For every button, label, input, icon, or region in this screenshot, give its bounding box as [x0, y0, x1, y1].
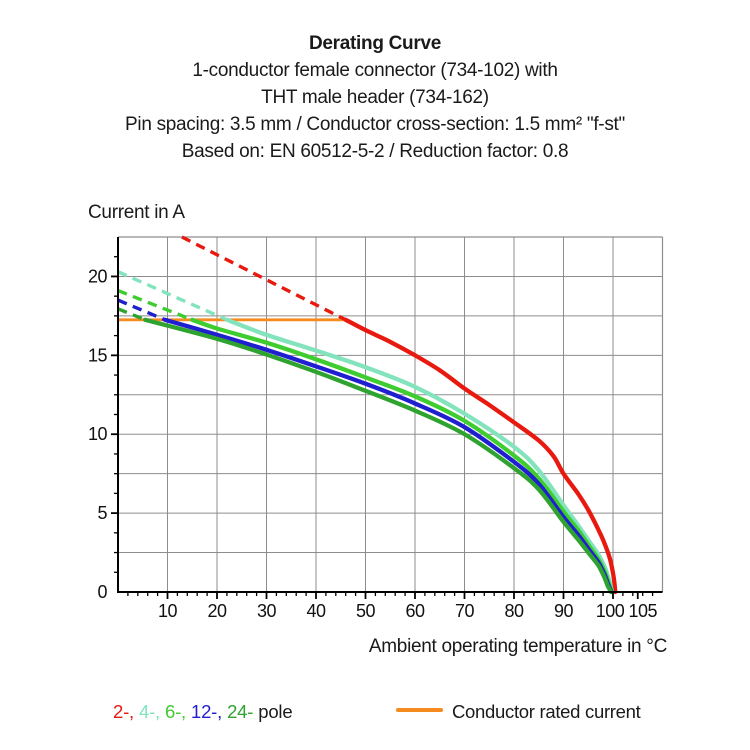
series-12-pole — [117, 298, 614, 595]
chart-subtitle-header: THT male header (734-162) — [261, 87, 489, 108]
x-tick-label-30: 30 — [257, 601, 277, 621]
chart-subtitle-standard: Based on: EN 60512-5-2 / Reduction facto… — [181, 141, 569, 162]
series-12-pole-dashed — [117, 298, 166, 322]
tick-labels: 10 20 30 40 50 60 70 80 90 100 105 0 5 10 15 20 — [88, 266, 658, 621]
rated-current-line-swatch — [396, 708, 443, 712]
x-tick-label-80: 80 — [504, 601, 524, 621]
x-tick-label-50: 50 — [356, 601, 376, 621]
tick-marks — [111, 256, 654, 599]
series-2-pole-dashed — [181, 235, 347, 322]
y-tick-label-0: 0 — [97, 582, 107, 602]
chart-title: Derating Curve — [308, 33, 441, 54]
x-tick-label-100: 100 — [596, 601, 625, 621]
series-12-pole-solid — [162, 317, 614, 595]
chart-subtitle-spec: Pin spacing: 3.5 mm / Conductor cross-se… — [125, 114, 625, 135]
y-tick-label-5: 5 — [97, 503, 107, 523]
series-24-pole-dashed — [117, 307, 146, 322]
x-axis-title: Ambient operating temperature in °C — [368, 636, 667, 657]
x-tick-label-70: 70 — [455, 601, 475, 621]
series-6-pole-dashed — [117, 289, 193, 322]
x-tick-label-90: 90 — [554, 601, 574, 621]
y-tick-label-10: 10 — [88, 424, 108, 444]
legend-pole-6: 6-, — [165, 701, 186, 722]
x-tick-label-40: 40 — [306, 601, 326, 621]
x-tick-label-105: 105 — [628, 601, 657, 621]
legend-pole-2: 2-, — [113, 701, 134, 722]
y-tick-label-15: 15 — [88, 345, 108, 365]
chart-title-block: Derating Curve 1-conductor female connec… — [0, 30, 750, 165]
series-2-pole-solid — [343, 317, 618, 595]
legend-rated-current-label: Conductor rated current — [452, 701, 641, 722]
y-axis-title: Current in A — [88, 202, 185, 223]
legend-pole-counts: 2-, 4-, 6-, 12-, 24- pole — [113, 701, 297, 723]
legend-pole-24: 24- — [227, 701, 254, 722]
legend-pole-12: 12-, — [191, 701, 223, 722]
y-tick-label-20: 20 — [88, 266, 108, 286]
legend-pole-pole: pole — [258, 701, 293, 722]
series-24-pole-solid — [143, 317, 614, 595]
series-6-pole-solid — [190, 317, 614, 595]
x-tick-label-20: 20 — [207, 601, 227, 621]
series-4-pole-dashed — [117, 270, 228, 322]
legend-pole-4: 4-, — [139, 701, 160, 722]
x-tick-label-60: 60 — [405, 601, 425, 621]
series-24-pole — [117, 307, 614, 595]
x-tick-label-10: 10 — [158, 601, 178, 621]
chart-subtitle-connector: 1-conductor female connector (734-102) w… — [192, 60, 558, 81]
series-2-pole — [181, 235, 618, 595]
